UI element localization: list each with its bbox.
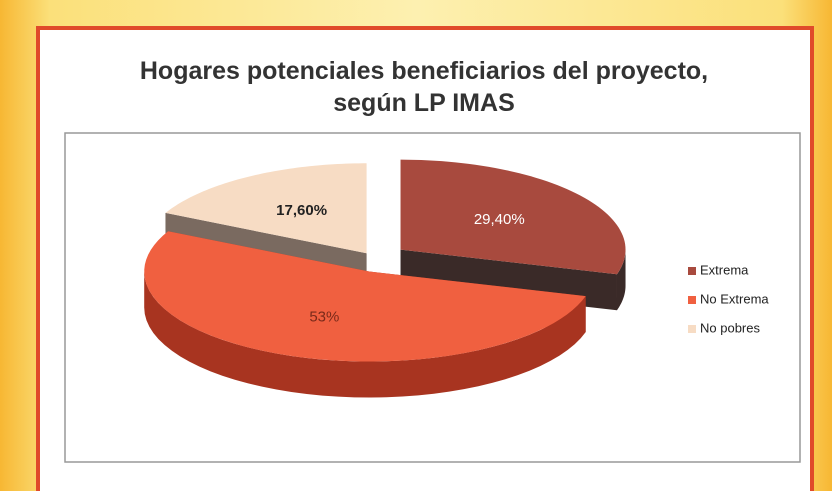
legend-swatch	[688, 267, 696, 275]
slice	[400, 159, 626, 275]
slice-side	[144, 271, 586, 398]
legend-swatch	[688, 296, 696, 304]
data-label: 29,40%	[474, 211, 525, 228]
data-label: 17,60%	[276, 202, 327, 219]
legend-label: Extrema	[700, 262, 749, 277]
legend-label: No Extrema	[700, 291, 769, 306]
legend-swatch	[688, 325, 696, 333]
slice	[165, 163, 367, 254]
legend-label: No pobres	[700, 320, 760, 335]
chart-title: Hogares potenciales beneficiarios del pr…	[140, 57, 708, 117]
slice-side	[616, 249, 626, 311]
data-label: 53%	[309, 309, 339, 326]
slice	[144, 231, 586, 362]
slice-group	[144, 231, 586, 398]
